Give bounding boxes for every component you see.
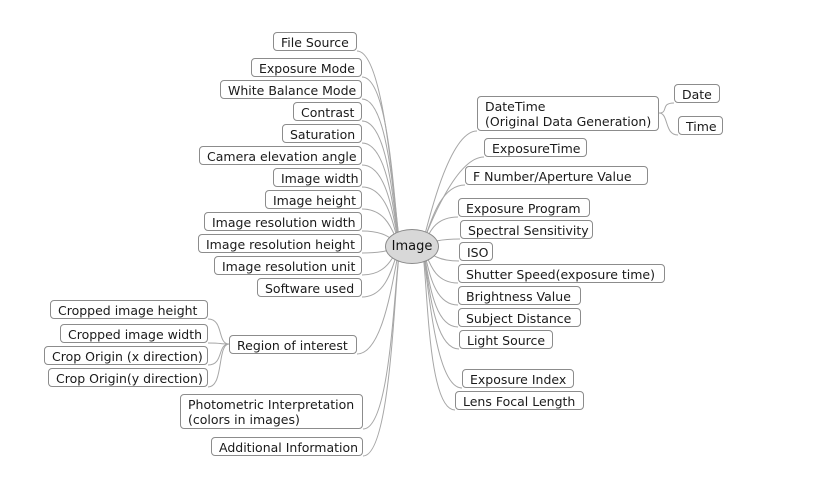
node-date[interactable]: Date [674, 84, 720, 103]
node-iso[interactable]: ISO [459, 242, 493, 261]
connector-roi-cropped-image-height [207, 318, 230, 345]
node-time[interactable]: Time [678, 116, 723, 135]
connector-root-light-source [421, 245, 460, 350]
node-contrast[interactable]: Contrast [293, 102, 362, 121]
node-image-resolution-unit[interactable]: Image resolution unit [214, 256, 362, 275]
connector-datetime-date [658, 102, 675, 114]
node-camera-elevation-angle[interactable]: Camera elevation angle [199, 146, 362, 165]
node-exposure-time[interactable]: ExposureTime [484, 138, 587, 157]
connector-roi-crop-origin-y [207, 343, 230, 388]
node-cropped-image-width[interactable]: Cropped image width [60, 324, 208, 343]
node-datetime[interactable]: DateTime (Original Data Generation) [477, 96, 659, 131]
node-spectral-sensitivity[interactable]: Spectral Sensitivity [460, 220, 593, 239]
node-exposure-index[interactable]: Exposure Index [462, 369, 574, 388]
connector-root-white-balance-mode [361, 98, 401, 247]
connector-roi-crop-origin-x [207, 343, 230, 366]
node-crop-origin-y[interactable]: Crop Origin(y direction) [48, 368, 208, 387]
connector-datetime-time [658, 112, 679, 136]
node-image-resolution-height[interactable]: Image resolution height [198, 234, 362, 253]
node-subject-distance[interactable]: Subject Distance [458, 308, 581, 327]
node-saturation[interactable]: Saturation [282, 124, 362, 143]
node-light-source[interactable]: Light Source [459, 330, 553, 349]
connector-root-region-of-interest [356, 245, 401, 355]
node-brightness-value[interactable]: Brightness Value [458, 286, 581, 305]
node-image-height[interactable]: Image height [265, 190, 362, 209]
connector-root-additional-information [362, 245, 401, 457]
node-crop-origin-x[interactable]: Crop Origin (x direction) [44, 346, 208, 365]
node-photometric-interpretation[interactable]: Photometric Interpretation (colors in im… [180, 394, 363, 429]
node-shutter-speed[interactable]: Shutter Speed(exposure time) [458, 264, 665, 283]
node-image-resolution-width[interactable]: Image resolution width [204, 212, 362, 231]
node-additional-information[interactable]: Additional Information [211, 437, 363, 456]
node-white-balance-mode[interactable]: White Balance Mode [220, 80, 362, 99]
node-image-width[interactable]: Image width [273, 168, 362, 187]
node-lens-focal-length[interactable]: Lens Focal Length [455, 391, 584, 410]
node-file-source[interactable]: File Source [273, 32, 357, 51]
node-cropped-image-height[interactable]: Cropped image height [50, 300, 208, 319]
root-node-image[interactable]: Image [385, 229, 439, 264]
node-f-number[interactable]: F Number/Aperture Value [465, 166, 648, 185]
node-exposure-mode[interactable]: Exposure Mode [251, 58, 362, 77]
node-region-of-interest[interactable]: Region of interest [229, 335, 357, 354]
node-software-used[interactable]: Software used [257, 278, 362, 297]
node-exposure-program[interactable]: Exposure Program [458, 198, 590, 217]
